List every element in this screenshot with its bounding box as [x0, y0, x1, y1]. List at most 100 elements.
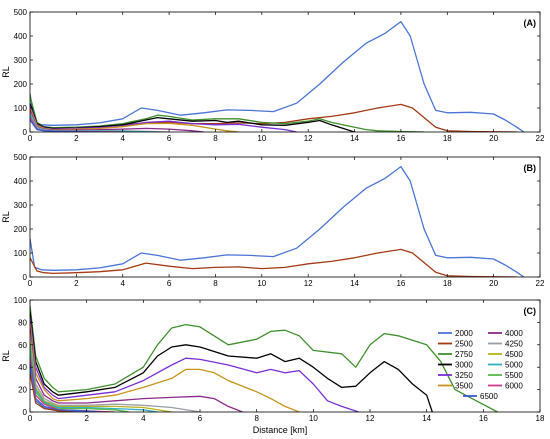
x-tick-label: 18 — [443, 279, 452, 288]
legend-item: 6500 — [463, 392, 498, 401]
x-tick-label: 0 — [28, 279, 33, 288]
x-tick-label: 18 — [443, 134, 452, 143]
x-tick-label: 8 — [213, 134, 218, 143]
y-tick-label: 200 — [14, 80, 28, 89]
legend-item: 4000 — [488, 329, 523, 338]
legend-label: 5500 — [505, 371, 523, 380]
legend-item: 5000 — [488, 361, 523, 370]
series-line — [30, 95, 425, 132]
y-tick-label: 20 — [18, 386, 27, 395]
x-tick-label: 6 — [198, 414, 203, 423]
plot-frame — [29, 11, 541, 133]
x-tick-label: 0 — [28, 414, 33, 423]
x-tick-label: 10 — [257, 134, 266, 143]
x-tick-label: 12 — [304, 279, 313, 288]
legend-item: 3250 — [438, 371, 473, 380]
panel-label: (C) — [524, 306, 537, 316]
panel-1: 0 2 4 6 8 10 12 14 16 18 20 22 0 100 200 300 400 500 RL (A) — [1, 8, 545, 143]
legend-item: 6000 — [488, 382, 523, 391]
legend-label: 6500 — [480, 392, 498, 401]
legend-item: 3000 — [438, 361, 473, 370]
x-tick-label: 6 — [167, 134, 172, 143]
y-tick-label: 100 — [14, 104, 28, 113]
x-tick-label: 10 — [309, 414, 318, 423]
legend-label: 2750 — [455, 350, 473, 359]
y-tick-label: 300 — [14, 201, 28, 210]
y-axis-label: RL — [1, 211, 11, 223]
x-tick-label: 12 — [304, 134, 313, 143]
series-line — [30, 20, 525, 132]
x-tick-label: 2 — [74, 134, 79, 143]
y-tick-label: 0 — [23, 408, 28, 417]
x-tick-label: 12 — [366, 414, 375, 423]
series-line — [30, 322, 300, 412]
x-tick-label: 4 — [121, 134, 126, 143]
x-tick-label: 22 — [536, 134, 545, 143]
x-tick-label: 14 — [422, 414, 431, 423]
legend-item: 5500 — [488, 371, 523, 380]
y-tick-label: 400 — [14, 32, 28, 41]
series-line — [30, 165, 525, 277]
x-tick-label: 4 — [141, 414, 146, 423]
x-tick-label: 6 — [167, 279, 172, 288]
y-tick-label: 500 — [14, 153, 28, 162]
series-line — [30, 339, 172, 412]
legend-label: 4250 — [505, 340, 523, 349]
legend-item: 2000 — [438, 329, 473, 338]
x-tick-label: 16 — [396, 279, 405, 288]
x-tick-label: 4 — [121, 279, 126, 288]
legend-item: 2750 — [438, 350, 473, 359]
legend-label: 3250 — [455, 371, 473, 380]
series-line — [30, 372, 73, 412]
plot-frame — [29, 156, 541, 278]
y-tick-label: 400 — [14, 177, 28, 186]
y-tick-label: 40 — [18, 363, 27, 372]
legend-item: 3500 — [438, 382, 473, 391]
legend-label: 6000 — [505, 382, 523, 391]
x-tick-label: 16 — [479, 414, 488, 423]
x-tick-label: 0 — [28, 134, 33, 143]
y-tick-label: 0 — [23, 128, 28, 137]
legend-label: 2000 — [455, 329, 473, 338]
x-tick-label: 10 — [257, 279, 266, 288]
y-tick-label: 200 — [14, 225, 28, 234]
series-line — [30, 350, 130, 412]
legend-label: 4000 — [505, 329, 523, 338]
legend-label: 2500 — [455, 340, 473, 349]
legend-label: 3000 — [455, 361, 473, 370]
plot-frame — [29, 299, 541, 413]
x-tick-label: 20 — [489, 279, 498, 288]
x-tick-label: 2 — [84, 414, 89, 423]
x-tick-label: 16 — [396, 134, 405, 143]
x-tick-label: 14 — [350, 279, 359, 288]
legend-label: 4500 — [505, 350, 523, 359]
panel-3: 0 2 4 6 8 10 12 14 16 18 0 20 40 60 80 100 RL (C) — [1, 296, 545, 423]
y-tick-label: 300 — [14, 56, 28, 65]
y-axis-label: RL — [1, 66, 11, 78]
y-tick-label: 0 — [23, 273, 28, 282]
legend-item: 2500 — [438, 340, 473, 349]
x-tick-label: 8 — [254, 414, 259, 423]
series-line — [30, 344, 158, 412]
series-line — [30, 305, 498, 412]
series-group — [30, 305, 498, 412]
series-line — [30, 311, 433, 412]
series-line — [30, 248, 517, 277]
series-group — [30, 165, 525, 277]
series-line — [30, 102, 355, 132]
panel-label: (B) — [524, 163, 537, 173]
y-tick-label: 60 — [18, 341, 27, 350]
panels: 0 2 4 6 8 10 12 14 16 18 20 220100200300400500RL(A)… — [1, 8, 545, 423]
y-tick-label: 500 — [14, 8, 28, 17]
legend-label: 3500 — [455, 382, 473, 391]
x-tick-label: 2 — [74, 279, 79, 288]
x-tick-label: 20 — [489, 134, 498, 143]
series-group — [30, 20, 525, 132]
series-line — [30, 327, 243, 412]
series-line — [30, 333, 201, 412]
x-tick-label: 8 — [213, 279, 218, 288]
y-tick-label: 100 — [14, 296, 28, 305]
x-tick-label: 22 — [536, 279, 545, 288]
series-line — [30, 316, 359, 412]
y-axis-label: RL — [1, 350, 11, 362]
